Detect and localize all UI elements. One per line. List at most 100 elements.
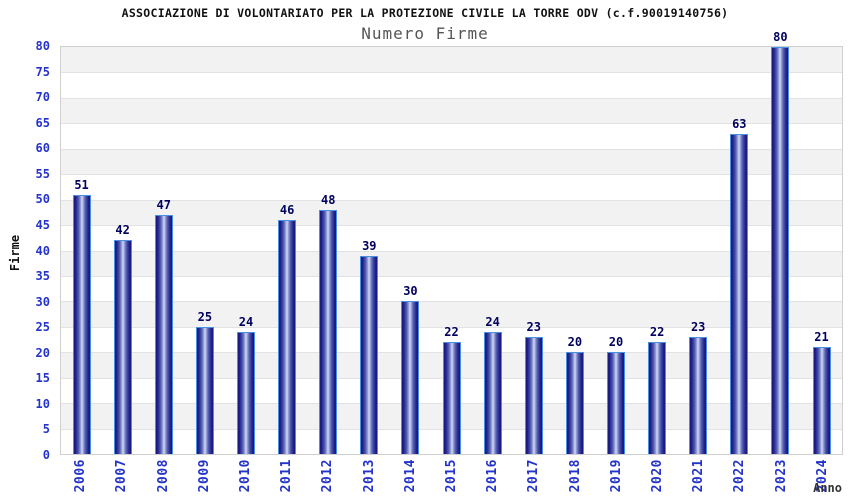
y-tick-20: 20 bbox=[35, 345, 50, 360]
x-tick-year: 2008 bbox=[155, 459, 171, 493]
grid-band bbox=[61, 47, 842, 73]
y-tick-60: 60 bbox=[35, 141, 50, 156]
bar-slot-2015: 22 bbox=[431, 47, 472, 454]
bar-value-label: 20 bbox=[567, 335, 583, 350]
bar-slot-2017: 23 bbox=[513, 47, 554, 454]
bar-value-label: 63 bbox=[732, 116, 747, 131]
y-tick-15: 15 bbox=[35, 371, 50, 386]
bar-slot-2014: 30 bbox=[390, 47, 431, 454]
y-tick-25: 25 bbox=[35, 320, 50, 335]
x-tick-year: 2006 bbox=[73, 459, 89, 493]
bar-slot-2016: 24 bbox=[472, 47, 513, 454]
bar-value-label: 23 bbox=[690, 320, 706, 334]
bar-slot-2006: 51 bbox=[61, 47, 102, 454]
grid-band bbox=[61, 301, 842, 327]
bar-slot-2021: 23 bbox=[678, 47, 719, 454]
x-tick-cell: 2012 bbox=[307, 459, 348, 500]
bar-2018 bbox=[565, 352, 584, 454]
x-tick-cell: 2023 bbox=[760, 459, 801, 500]
bar-slot-2022: 63 bbox=[719, 47, 760, 454]
bar-slot-2009: 25 bbox=[184, 47, 225, 454]
y-tick-30: 30 bbox=[35, 294, 50, 309]
y-tick-50: 50 bbox=[35, 192, 50, 207]
plot-area: 51 42 47 25 24 46 48 39 30 22 24 23 20 20 22 23 63 80 21 bbox=[60, 30, 843, 455]
y-tick-0: 0 bbox=[42, 448, 50, 462]
bar-value-label: 22 bbox=[444, 325, 459, 340]
bar-2011 bbox=[278, 219, 297, 454]
y-tick-45: 45 bbox=[35, 217, 50, 232]
bar-value-label: 21 bbox=[814, 330, 829, 345]
bar-slot-2010: 24 bbox=[225, 47, 266, 454]
bar-slot-2012: 48 bbox=[308, 47, 349, 454]
bar-2006 bbox=[72, 194, 91, 454]
bar-value-label: 51 bbox=[74, 177, 89, 192]
bar-2007 bbox=[113, 240, 132, 454]
x-tick-year: 2010 bbox=[237, 459, 253, 493]
bar-value-label: 24 bbox=[238, 314, 254, 329]
x-tick-year: 2022 bbox=[732, 459, 748, 493]
x-tick-year: 2021 bbox=[691, 459, 707, 493]
bar-value-label: 22 bbox=[649, 325, 665, 340]
plot-bands bbox=[61, 47, 842, 454]
bar-2010 bbox=[236, 331, 255, 454]
bar-2024 bbox=[812, 347, 831, 454]
x-tick-year: 2023 bbox=[773, 459, 789, 493]
x-tick-year: 2018 bbox=[567, 459, 583, 493]
x-tick-year: 2020 bbox=[649, 459, 665, 493]
bar-2014 bbox=[401, 301, 420, 454]
bar-value-label: 47 bbox=[156, 197, 171, 212]
x-tick-cell: 2021 bbox=[678, 459, 719, 500]
bar-2013 bbox=[360, 255, 379, 454]
x-tick-cell: 2011 bbox=[266, 459, 307, 500]
y-tick-5: 5 bbox=[42, 422, 50, 437]
x-tick-year: 2016 bbox=[485, 459, 501, 493]
y-tick-80: 80 bbox=[35, 39, 50, 53]
bar-2017 bbox=[524, 337, 543, 454]
x-tick-year: 2017 bbox=[526, 459, 542, 493]
x-tick-cell: 2006 bbox=[60, 459, 101, 500]
chart-title: ASSOCIAZIONE DI VOLONTARIATO PER LA PROT… bbox=[121, 6, 729, 20]
y-tick-10: 10 bbox=[35, 396, 50, 411]
bar-2022 bbox=[730, 133, 749, 454]
y-tick-55: 55 bbox=[35, 166, 50, 181]
x-tick-cell: 2019 bbox=[596, 459, 637, 500]
grid-band bbox=[61, 123, 842, 149]
x-tick-cell: 2018 bbox=[554, 459, 595, 500]
bar-2012 bbox=[319, 209, 338, 454]
x-tick-year: 2013 bbox=[361, 459, 377, 493]
grid-band bbox=[61, 97, 842, 124]
y-tick-65: 65 bbox=[35, 115, 50, 130]
bar-slot-2024: 21 bbox=[801, 47, 842, 454]
x-tick-cell: 2009 bbox=[184, 459, 225, 500]
x-tick-cell: 2008 bbox=[142, 459, 183, 500]
bar-slot-2008: 47 bbox=[143, 47, 184, 454]
bar-value-label: 39 bbox=[362, 238, 377, 253]
bar-2008 bbox=[154, 214, 173, 454]
bar-2016 bbox=[483, 331, 502, 454]
bar-slot-2023: 80 bbox=[760, 30, 801, 454]
x-tick-cell: 2007 bbox=[101, 459, 142, 500]
x-tick-year: 2014 bbox=[402, 459, 418, 493]
bar-2020 bbox=[648, 342, 667, 454]
bar-value-label: 25 bbox=[197, 309, 213, 324]
x-tick-year: 2012 bbox=[320, 459, 336, 493]
bar-slot-2020: 22 bbox=[637, 47, 678, 454]
x-tick-year: 2011 bbox=[279, 459, 295, 493]
bar-value-label: 23 bbox=[526, 320, 541, 334]
x-tick-cell: 2010 bbox=[225, 459, 266, 500]
bar-slot-2011: 46 bbox=[267, 47, 308, 454]
grid-band bbox=[61, 225, 842, 251]
x-axis-ticks: 2006 2007 2008 2009 2010 2011 2012 2013 2014 2015… bbox=[60, 459, 843, 500]
x-tick-cell: 2016 bbox=[472, 459, 513, 500]
y-tick-70: 70 bbox=[35, 90, 50, 105]
bar-slot-2018: 20 bbox=[554, 47, 595, 454]
bar-value-label: 48 bbox=[320, 192, 336, 207]
y-tick-40: 40 bbox=[35, 243, 50, 258]
x-tick-year: 2019 bbox=[608, 459, 624, 493]
x-tick-cell: 2013 bbox=[348, 459, 389, 500]
bars-layer: 51 42 47 25 24 46 48 39 30 22 24 23 20 20 22 23 63 80 21 bbox=[61, 30, 842, 454]
grid-band bbox=[61, 72, 842, 98]
bar-value-label: 42 bbox=[115, 223, 130, 238]
bar-slot-2019: 20 bbox=[595, 47, 636, 454]
bar-2019 bbox=[606, 352, 625, 454]
